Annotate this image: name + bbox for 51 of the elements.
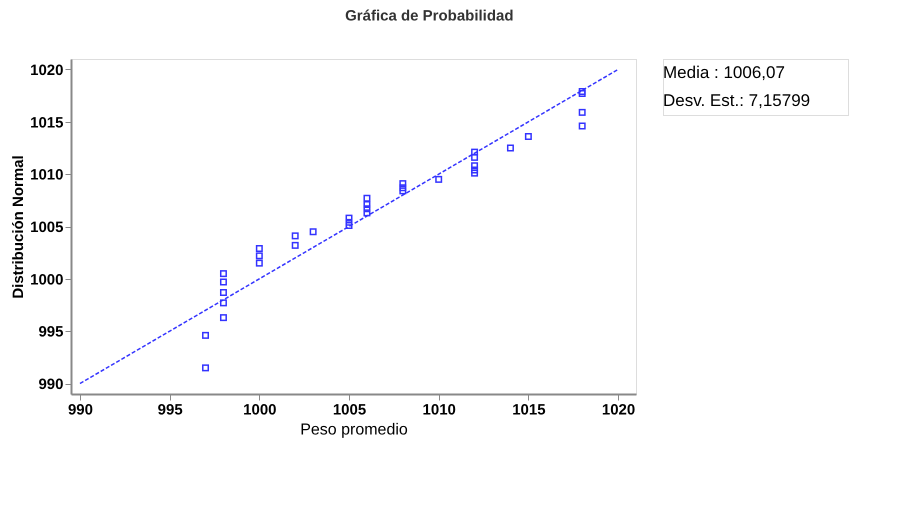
y-tick-label: 990 xyxy=(38,376,64,394)
x-tick-label: 990 xyxy=(68,402,93,418)
point xyxy=(578,122,586,130)
point xyxy=(220,288,227,296)
x-tick-label: 1020 xyxy=(602,402,636,418)
x-tick-label: 1000 xyxy=(243,402,277,418)
point xyxy=(292,232,299,240)
point xyxy=(578,90,586,98)
point xyxy=(220,270,227,278)
x-tick-label: 995 xyxy=(158,402,183,418)
text: Media : 1006,07 xyxy=(663,63,785,82)
point xyxy=(363,205,370,212)
point xyxy=(363,201,370,208)
point xyxy=(292,242,299,249)
y-tick-label: 1005 xyxy=(30,219,64,236)
point xyxy=(202,332,210,339)
point xyxy=(310,228,317,236)
text: Desv. Est.: 7,15799 xyxy=(663,91,810,110)
point xyxy=(363,194,370,202)
point xyxy=(256,260,263,267)
y-tick-label: 995 xyxy=(38,324,64,341)
point xyxy=(399,187,406,194)
y-tick-label: 1010 xyxy=(30,166,64,184)
point xyxy=(220,299,227,306)
y-axis-title: Distribución Normal xyxy=(10,155,28,299)
point xyxy=(399,184,406,192)
x-axis-title: Peso promedio xyxy=(300,422,408,438)
point xyxy=(506,144,514,152)
point xyxy=(399,180,406,188)
point xyxy=(220,314,227,322)
point xyxy=(471,154,478,161)
y-tick-label: 1020 xyxy=(30,62,64,79)
point xyxy=(524,132,532,140)
point xyxy=(256,244,263,252)
point xyxy=(471,170,478,177)
point xyxy=(435,176,442,183)
x-tick-label: 1015 xyxy=(512,402,546,418)
y-tick-label: 1000 xyxy=(30,271,64,288)
point xyxy=(471,162,478,170)
point xyxy=(256,252,263,260)
x-tick-label: 1005 xyxy=(332,402,366,418)
point xyxy=(471,148,478,156)
point xyxy=(220,278,227,286)
x-tick-label: 1010 xyxy=(422,402,456,418)
point xyxy=(346,214,353,222)
chart-title: Gráfica de Probabilidad xyxy=(345,8,514,24)
y-tick-label: 1015 xyxy=(30,114,64,132)
point xyxy=(471,166,478,174)
point xyxy=(202,364,210,372)
point xyxy=(578,108,586,116)
point xyxy=(363,209,370,216)
